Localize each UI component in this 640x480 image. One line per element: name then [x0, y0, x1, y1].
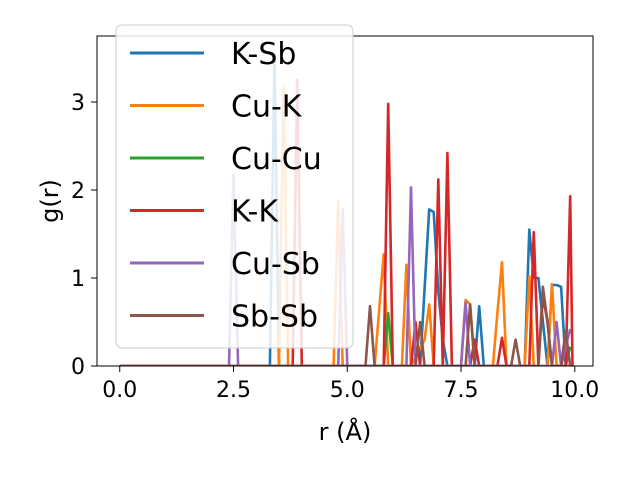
legend-entry-label: K-Sb — [231, 37, 296, 72]
y-axis-ticks: 0 1 2 3 — [71, 91, 97, 380]
series-line-sb-sb — [119, 285, 572, 366]
x-tick-label: 0.0 — [102, 378, 137, 403]
x-tick-label: 10.0 — [550, 378, 599, 403]
legend-entry-label: K-K — [231, 195, 279, 230]
y-axis-label: g(r) — [36, 179, 64, 223]
legend-entry-label: Sb-Sb — [231, 300, 318, 335]
legend-entry-label: Cu-Sb — [231, 247, 320, 282]
x-axis-label: r (Å) — [319, 417, 372, 446]
legend-entry-label: Cu-Cu — [231, 142, 322, 177]
y-tick-label: 3 — [71, 91, 85, 116]
legend: K-Sb Cu-K Cu-Cu K-K Cu-Sb Sb-Sb — [115, 24, 354, 349]
y-tick-label: 1 — [71, 267, 85, 292]
x-tick-label: 7.5 — [444, 378, 479, 403]
legend-entry-label: Cu-K — [231, 90, 303, 125]
x-tick-label: 5.0 — [330, 378, 365, 403]
y-tick-label: 0 — [71, 355, 85, 380]
x-axis-ticks: 0.0 2.5 5.0 7.5 10.0 — [102, 366, 599, 403]
x-tick-label: 2.5 — [216, 378, 251, 403]
y-tick-label: 2 — [71, 179, 85, 204]
